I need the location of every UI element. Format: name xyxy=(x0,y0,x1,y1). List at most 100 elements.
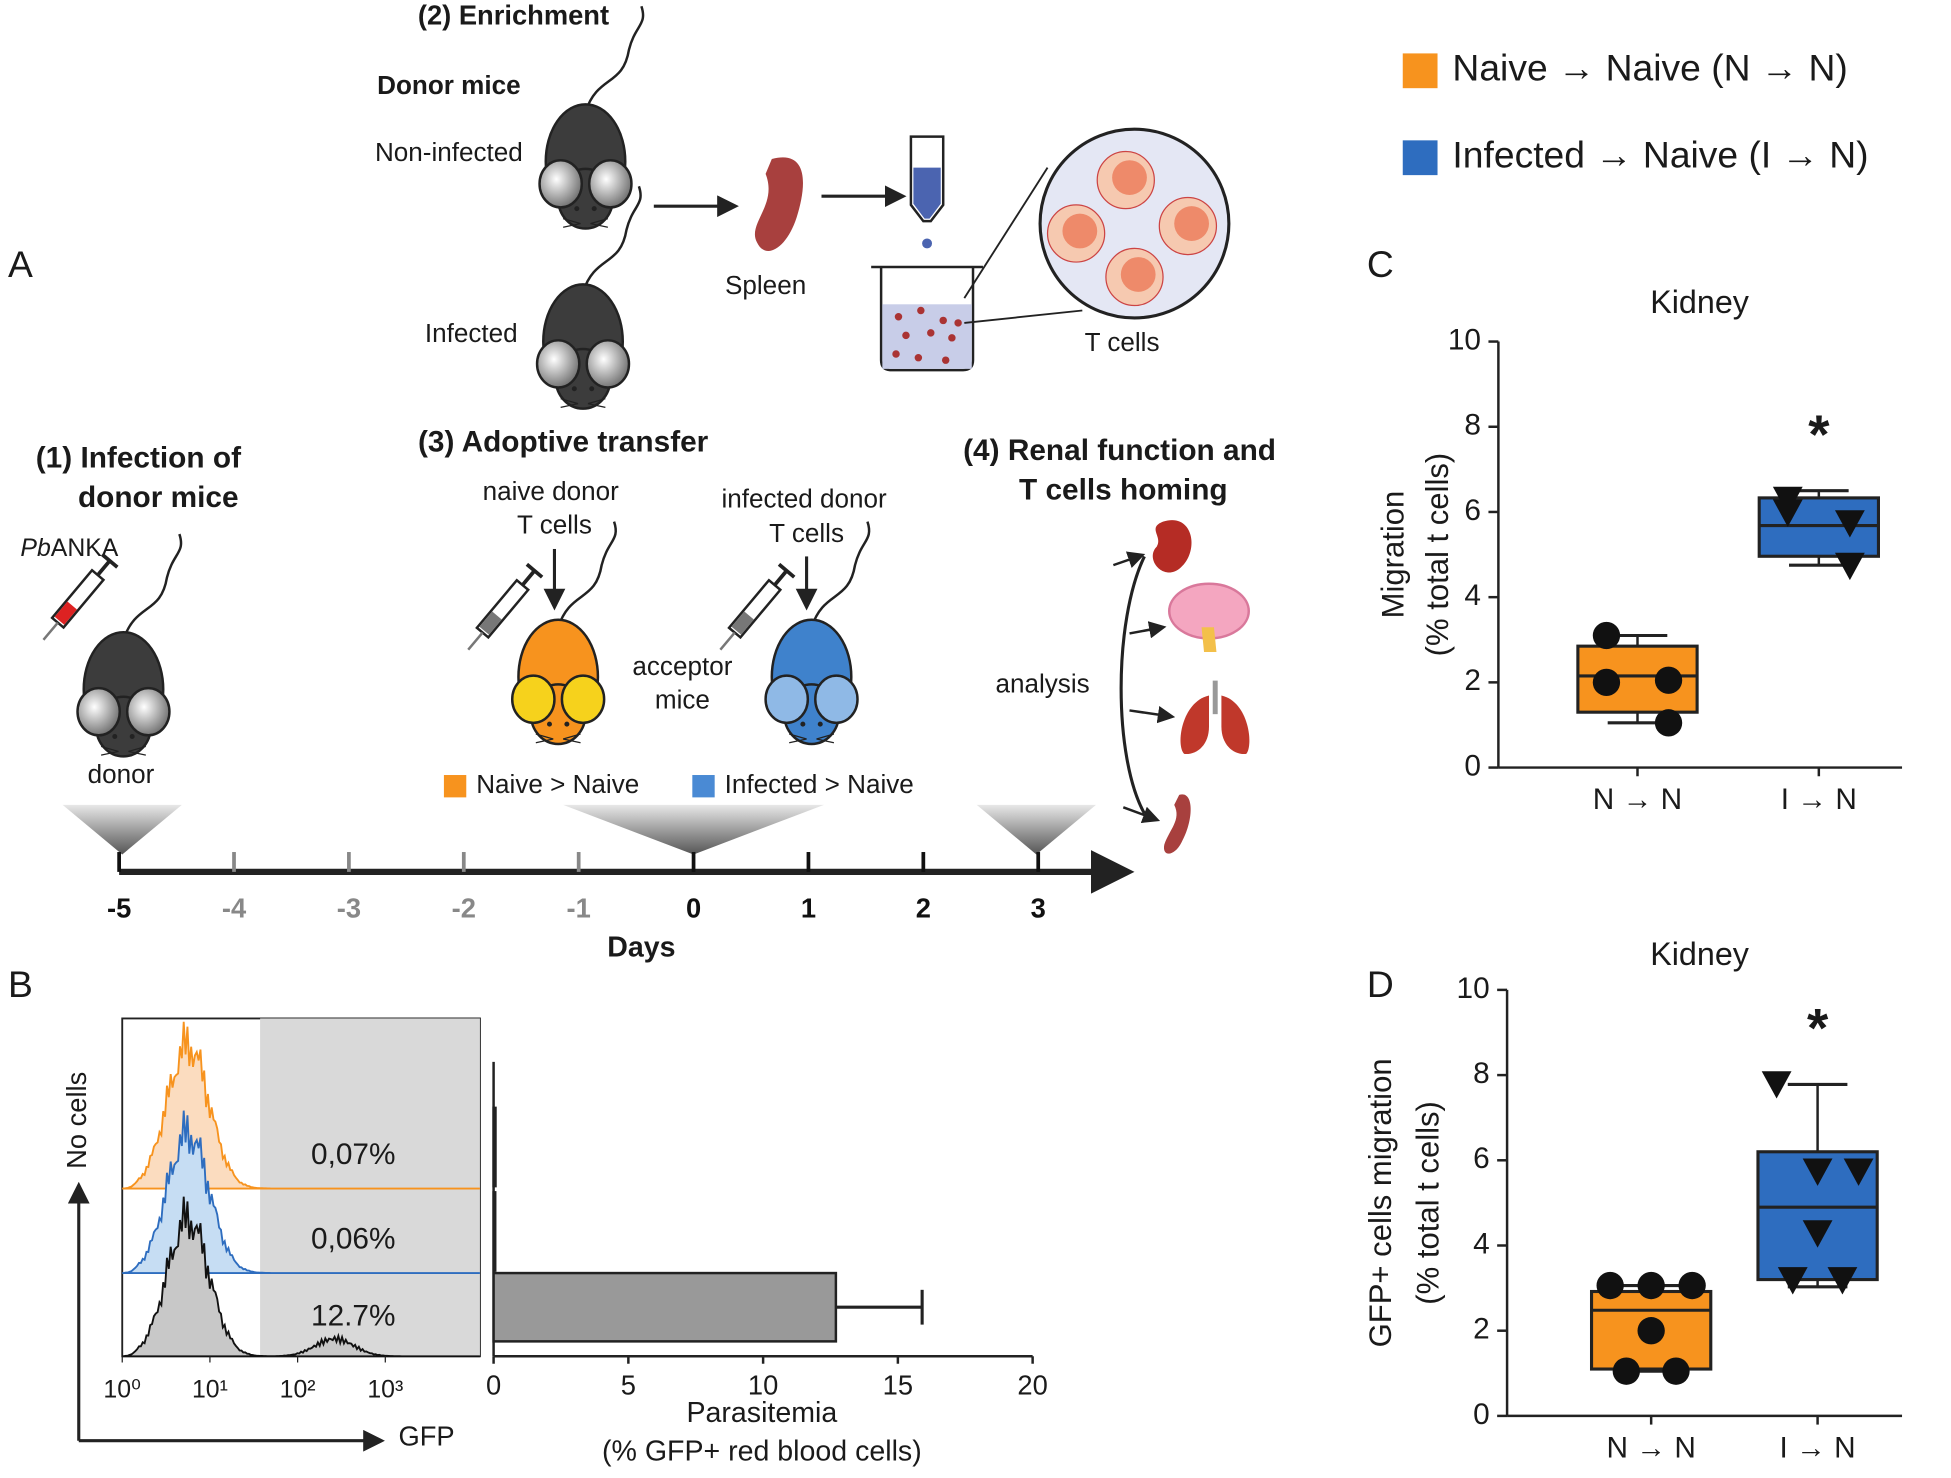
mouse-eye xyxy=(817,721,823,727)
y-tick-label: 10 xyxy=(1448,323,1481,356)
spleen xyxy=(754,157,803,251)
label: Donor mice xyxy=(377,70,520,100)
mouse-eye xyxy=(112,734,118,739)
mouse-ear xyxy=(125,686,171,737)
x-tick-label: N → N xyxy=(1606,1431,1695,1464)
x-tick-label: 0 xyxy=(486,1370,501,1401)
label: T cells xyxy=(1085,327,1160,357)
syringe xyxy=(467,562,544,651)
label: mice xyxy=(655,685,710,715)
cell-dot xyxy=(948,334,956,342)
mouse xyxy=(764,521,871,746)
histogram xyxy=(122,1110,480,1274)
gate xyxy=(260,1018,480,1357)
legend-label: Naive → Naive (N → N) xyxy=(1452,47,1847,89)
content xyxy=(479,611,502,635)
t-cell-nucleus xyxy=(1062,213,1098,249)
whisker xyxy=(789,733,807,740)
plunger xyxy=(96,559,112,577)
whisker xyxy=(587,403,606,408)
t-cell-nucleus xyxy=(1174,206,1209,241)
y-tick-label: 10 xyxy=(1457,972,1490,1005)
point xyxy=(1596,1271,1624,1300)
whisker xyxy=(590,222,608,228)
chart-title: Kidney xyxy=(1650,936,1750,972)
cell-dot xyxy=(941,356,950,364)
timeline-tick-label: -3 xyxy=(337,893,361,924)
mouse-ear xyxy=(560,674,606,725)
cell-dot xyxy=(902,331,910,340)
histogram xyxy=(122,1196,480,1358)
point xyxy=(1592,621,1621,650)
t-cell-nucleus xyxy=(1120,257,1156,292)
label: T cells xyxy=(517,510,592,540)
y-tick-label: 2 xyxy=(1464,664,1481,697)
legend-swatch xyxy=(1402,140,1438,176)
y-axis-label: GFP+ cells migration xyxy=(1363,1058,1398,1347)
point xyxy=(1834,510,1865,538)
bracket xyxy=(1119,555,1146,815)
arrow xyxy=(1122,806,1161,824)
whisker xyxy=(128,745,147,753)
point xyxy=(1772,499,1803,527)
label: (4) Renal function and xyxy=(963,434,1276,467)
drop xyxy=(922,238,933,249)
mouse-tail xyxy=(810,521,871,628)
mouse-ear xyxy=(535,339,581,389)
mouse xyxy=(510,521,617,746)
chart-title: Kidney xyxy=(1650,284,1750,320)
needle xyxy=(719,631,736,651)
arrow xyxy=(1129,621,1167,639)
whisker xyxy=(560,403,579,408)
arrow xyxy=(1129,706,1176,724)
point xyxy=(1827,1267,1858,1295)
whisker xyxy=(563,738,581,744)
label: T cells xyxy=(769,518,844,548)
flow-tick-label: 10³ xyxy=(367,1377,403,1404)
bar xyxy=(492,1106,497,1188)
mouse-tail xyxy=(584,5,645,113)
whisker xyxy=(816,733,835,740)
y-axis-label: (% total t cells) xyxy=(1420,453,1455,657)
whisker xyxy=(560,398,579,405)
cell-dot xyxy=(954,319,962,327)
timeline-tick-label: 0 xyxy=(686,893,701,924)
timeline-tick-label: 1 xyxy=(801,893,816,924)
x-axis-label: (% GFP+ red blood cells) xyxy=(602,1436,922,1468)
bar xyxy=(492,1271,838,1343)
mouse xyxy=(76,533,183,758)
beaker xyxy=(871,265,983,372)
x-tick-label: N → N xyxy=(1593,783,1682,816)
lung xyxy=(1221,695,1250,755)
plunger-top xyxy=(777,562,796,579)
timeline-tick-label: 3 xyxy=(1031,893,1046,924)
t-cell-nucleus xyxy=(1112,160,1147,195)
key-swatch xyxy=(443,775,467,798)
label: Non-infected xyxy=(375,137,523,167)
whisker xyxy=(562,217,581,225)
point xyxy=(1678,1271,1706,1300)
y-tick-label: 6 xyxy=(1473,1142,1490,1175)
label: Infected > Naive xyxy=(725,769,914,799)
point xyxy=(1592,668,1621,697)
point xyxy=(1654,666,1683,694)
y-tick-label: 2 xyxy=(1473,1313,1490,1346)
point xyxy=(1761,1071,1792,1099)
point xyxy=(1654,709,1683,737)
mouse-eye xyxy=(564,721,570,727)
x-tick-label: I → N xyxy=(1780,1431,1856,1464)
x-tick-label: I → N xyxy=(1781,783,1857,816)
mouse-eye xyxy=(589,386,595,392)
value-label: 0,07% xyxy=(311,1138,396,1171)
mouse-eye xyxy=(800,721,806,727)
flow-tick-label: 10⁰ xyxy=(103,1377,141,1404)
mouse-ear xyxy=(510,674,556,725)
panel-label: D xyxy=(1367,963,1394,1005)
x-tick-label: 15 xyxy=(883,1370,913,1401)
label: Days xyxy=(607,931,675,963)
y-axis-label: Migration xyxy=(1376,491,1411,619)
content xyxy=(731,611,754,635)
whisker xyxy=(789,738,807,744)
